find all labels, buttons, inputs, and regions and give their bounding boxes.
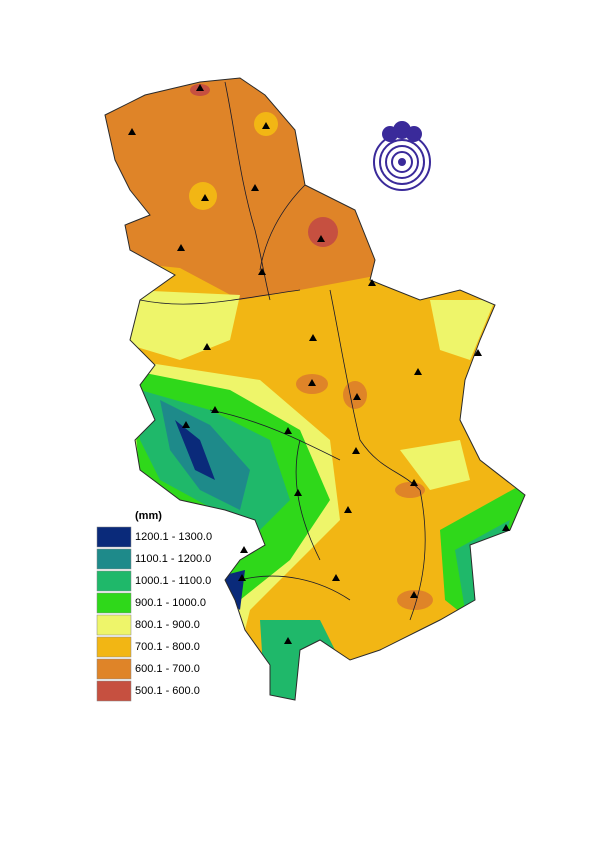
legend-swatch [96,570,132,592]
logo [373,121,431,191]
legend-swatch [96,636,132,658]
legend-label: 700.1 - 800.0 [135,641,200,653]
legend-label: 1000.1 - 1100.0 [135,575,211,587]
legend-label: 600.1 - 700.0 [135,663,200,675]
precipitation-zones [105,78,525,700]
legend-swatch [96,680,132,702]
legend-swatch [96,614,132,636]
legend-label: 800.1 - 900.0 [135,619,200,631]
legend-label: 1100.1 - 1200.0 [135,553,211,565]
rivers [139,81,426,621]
legend-label: 500.1 - 600.0 [135,685,200,697]
legend-swatch [96,548,132,570]
legend-swatch [96,592,132,614]
border [104,77,526,701]
legend-title: (mm) [135,510,162,522]
stations [128,84,510,644]
legend: (mm) 1200.1 - 1300.0 1100.1 - 1200.0 1000.… [96,510,212,702]
legend-label: 900.1 - 1000.0 [135,597,206,609]
legend-swatch [96,658,132,680]
legend-label: 1200.1 - 1300.0 [135,531,212,543]
legend-swatch [96,526,132,548]
